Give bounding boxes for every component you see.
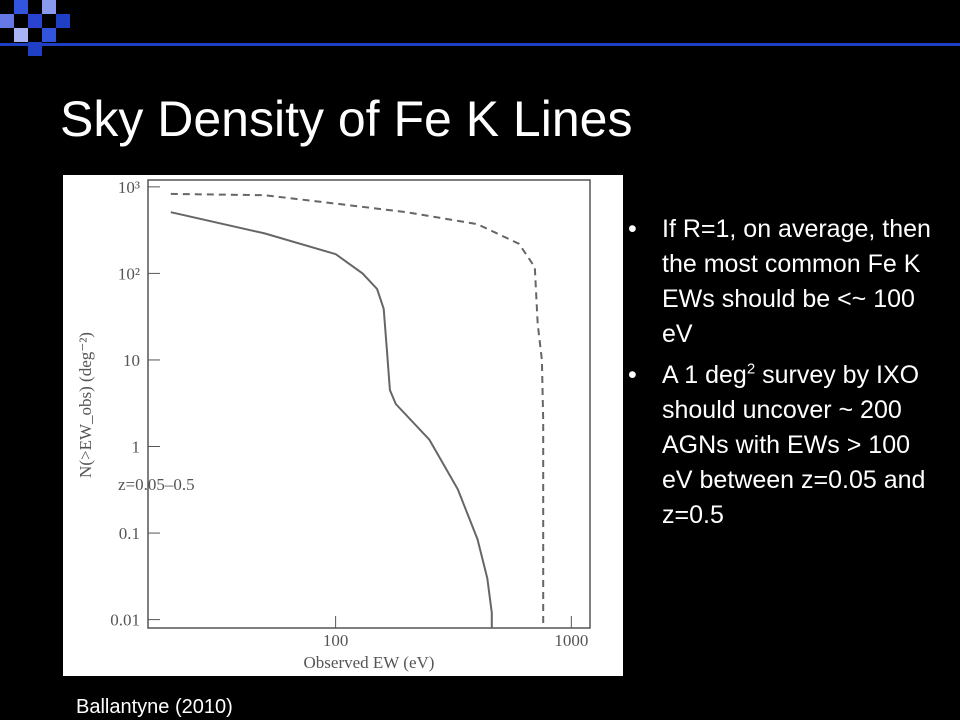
line bbox=[170, 211, 493, 628]
x-tick-label: 1000 bbox=[554, 631, 588, 650]
slide-title: Sky Density of Fe K Lines bbox=[60, 91, 633, 147]
chart: z=0.05–0.5 Observed EW (eV) N(>EW_obs) (… bbox=[63, 175, 623, 676]
bullet: A 1 deg2 survey by IXO should uncover ~ … bbox=[628, 358, 938, 533]
y-axis-label: N(>EW_obs) (deg⁻²) bbox=[76, 332, 95, 478]
superscript: 2 bbox=[746, 360, 756, 378]
bullet-list: If R=1, on average, then the most common… bbox=[628, 212, 938, 539]
y-tick-label: 10³ bbox=[118, 178, 140, 197]
bullet-text: survey by IXO should uncover ~ 200 AGNs … bbox=[662, 361, 926, 529]
bullet: If R=1, on average, then the most common… bbox=[628, 212, 938, 352]
y-tick-label: 0.1 bbox=[119, 524, 140, 543]
y-tick-label: 10² bbox=[118, 264, 140, 283]
x-tick-label: 100 bbox=[323, 631, 349, 650]
y-tick-label: 0.01 bbox=[110, 611, 140, 630]
y-tick-label: 1 bbox=[132, 438, 141, 457]
y-tick-label: 10 bbox=[123, 351, 140, 370]
bullet-text: If R=1, on average, then the most common… bbox=[662, 215, 931, 348]
plot-frame bbox=[147, 179, 591, 629]
bullet-text: A 1 deg bbox=[662, 361, 747, 389]
caption: Ballantyne (2010) bbox=[76, 696, 233, 718]
x-axis-label: Observed EW (eV) bbox=[304, 653, 435, 672]
annotation: z=0.05–0.5 bbox=[118, 475, 195, 494]
line bbox=[170, 192, 545, 628]
